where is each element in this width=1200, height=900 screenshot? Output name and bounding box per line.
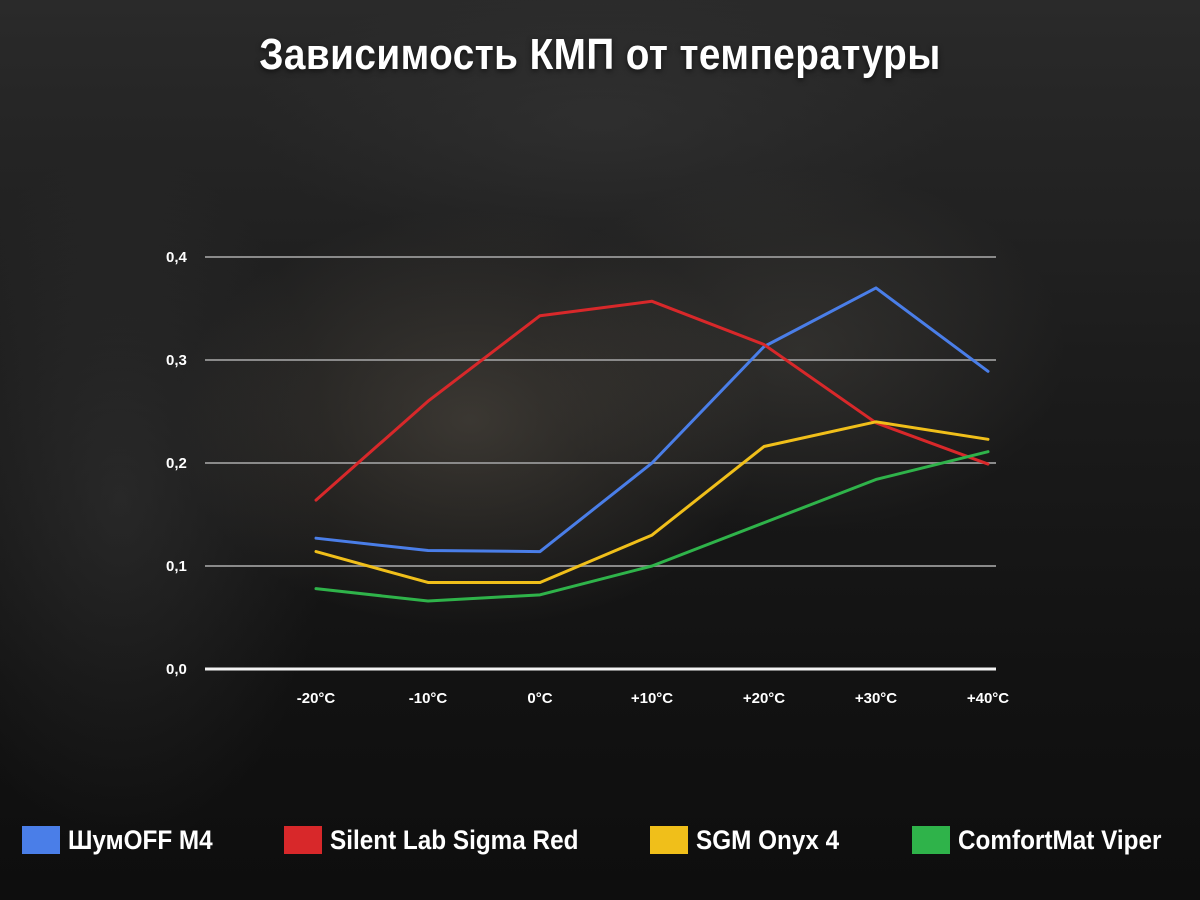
legend-swatch <box>912 826 950 854</box>
x-tick-label: 0°C <box>527 690 552 707</box>
legend-label: SGM Onyx 4 <box>696 824 840 855</box>
y-tick-label: 0,1 <box>166 558 187 575</box>
legend-item: SGM Onyx 4 <box>650 820 855 860</box>
legend-swatch <box>650 826 688 854</box>
legend-label: ШумOFF M4 <box>68 824 213 855</box>
chart-legend: ШумOFF M4 Silent Lab Sigma Red SGM Onyx 4 C… <box>0 820 1200 860</box>
chart-title: Зависимость КМП от температуры <box>259 30 941 79</box>
legend-label: Silent Lab Sigma Red <box>330 824 579 855</box>
x-tick-label: +10°C <box>631 690 673 707</box>
x-tick-label: +40°C <box>967 690 1009 707</box>
legend-item: ComfortMat Viper <box>912 820 1184 860</box>
x-tick-label: -20°C <box>297 690 336 707</box>
legend-label: ComfortMat Viper <box>958 824 1162 855</box>
x-tick-label: +30°C <box>855 690 897 707</box>
series-line-0 <box>314 286 990 554</box>
legend-item: ШумOFF M4 <box>22 820 229 860</box>
y-tick-label: 0,3 <box>166 352 187 369</box>
y-tick-label: 0,0 <box>166 661 187 678</box>
legend-item: Silent Lab Sigma Red <box>284 820 606 860</box>
x-tick-label: -10°C <box>409 690 448 707</box>
series-line-3 <box>314 450 990 603</box>
y-tick-label: 0,4 <box>166 249 188 266</box>
series-line-1 <box>314 299 990 502</box>
y-tick-label: 0,2 <box>166 455 187 472</box>
x-tick-label: +20°C <box>743 690 785 707</box>
legend-swatch <box>22 826 60 854</box>
legend-swatch <box>284 826 322 854</box>
series-line-2 <box>314 420 990 584</box>
